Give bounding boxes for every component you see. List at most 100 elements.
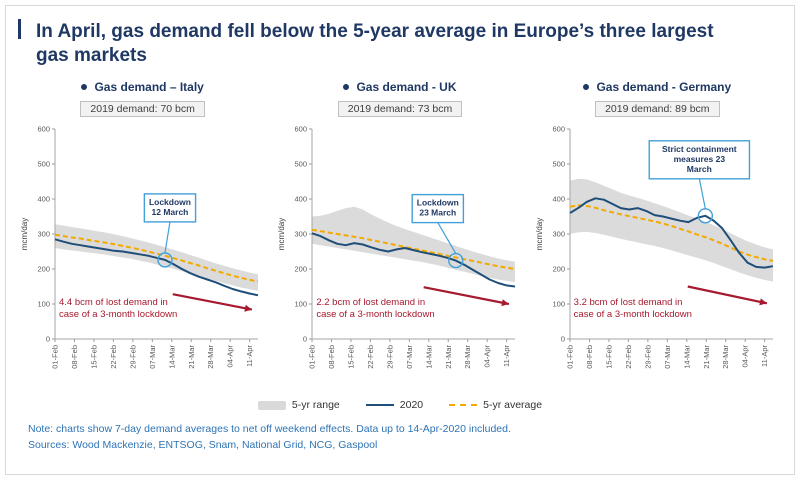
- legend-item-range: 5-yr range: [257, 399, 340, 412]
- x-tick-label: 08-Feb: [585, 345, 594, 369]
- x-tick-label: 11-Apr: [760, 345, 769, 367]
- loss-note-italy: 4.4 bcm of lost demand in case of a 3-mo…: [59, 297, 177, 322]
- y-tick-label: 0: [303, 335, 307, 344]
- avg-5yr-line: [54, 233, 259, 283]
- chart-header-italy: Gas demand – Italy: [14, 79, 271, 95]
- x-tick-label: 28-Mar: [464, 345, 473, 369]
- sources-line: Sources: Wood Mackenzie, ENTSOG, Snam, N…: [28, 439, 378, 452]
- range-swatch-icon: [257, 400, 286, 410]
- x-tick-label: 07-Mar: [148, 345, 157, 369]
- x-tick-label: 22-Feb: [624, 345, 633, 369]
- x-tick-label: 15-Feb: [90, 345, 99, 369]
- callout-text: Lockdown: [149, 197, 191, 207]
- callout-connector: [698, 178, 706, 210]
- y-tick-label: 600: [38, 125, 51, 134]
- y-tick-label: 100: [38, 300, 51, 309]
- note-line: Note: charts show 7-day demand averages …: [28, 423, 511, 436]
- y-tick-label: 600: [552, 125, 565, 134]
- x-tick-label: 01-Feb: [565, 345, 574, 369]
- loss-arrow: [687, 285, 767, 305]
- loss-note-line: 2.2 bcm of lost demand in: [316, 297, 426, 309]
- legend-item-avg: 5-yr average: [449, 399, 542, 411]
- loss-arrow-head: [501, 299, 510, 307]
- y-tick-label: 300: [295, 230, 308, 239]
- avg-swatch-icon: [449, 404, 478, 407]
- x-tick-label: 14-Mar: [682, 345, 691, 369]
- callout-text: 12 March: [152, 207, 189, 217]
- x-tick-label: 21-Mar: [187, 345, 196, 369]
- x-tick-label: 11-Apr: [245, 345, 254, 367]
- loss-arrow: [172, 293, 253, 311]
- y-tick-label: 0: [46, 335, 50, 344]
- x-tick-label: 11-Apr: [503, 345, 512, 367]
- y-tick-label: 100: [552, 300, 565, 309]
- line-2020-swatch-icon: [365, 404, 394, 407]
- legend-2020-label: 2020: [399, 399, 424, 412]
- y-tick-label: 200: [552, 265, 565, 274]
- callout-connector: [164, 221, 171, 254]
- range-band: [569, 178, 773, 282]
- line-2020: [54, 238, 259, 297]
- x-tick-label: 29-Feb: [643, 345, 652, 369]
- event-circle: [448, 252, 464, 269]
- demand-2019-box-uk: 2019 demand: 73 bcm: [337, 101, 463, 118]
- legend: 5-yr range 2020 5-yr average: [6, 399, 794, 411]
- callout-connector: [437, 222, 457, 254]
- y-axis-title: mcm/day: [277, 218, 286, 250]
- loss-note-line: case of a 3-month lockdown: [316, 309, 435, 321]
- chart-title-germany: Gas demand - Germany: [596, 80, 732, 95]
- y-tick-label: 200: [295, 265, 308, 274]
- y-tick-label: 200: [38, 265, 51, 274]
- legend-item-2020: 2020: [365, 399, 424, 412]
- callout-text: March: [687, 164, 712, 174]
- accent-bar: [18, 19, 21, 39]
- x-tick-label: 07-Mar: [405, 345, 414, 369]
- y-axis-title: mcm/day: [20, 218, 29, 250]
- chart-header-germany: Gas demand - Germany: [529, 79, 786, 95]
- event-circle: [697, 208, 713, 224]
- callout-text: Strict containment: [662, 144, 737, 154]
- y-tick-label: 500: [38, 160, 51, 169]
- y-tick-label: 600: [295, 125, 308, 134]
- y-tick-label: 400: [552, 195, 565, 204]
- y-tick-label: 500: [295, 160, 308, 169]
- demand-row: 2019 demand: 70 bcm: [14, 99, 271, 118]
- loss-arrow: [423, 286, 510, 306]
- slide-card: In April, gas demand fell below the 5-ye…: [5, 5, 795, 475]
- loss-arrow-head: [244, 304, 253, 312]
- x-tick-label: 28-Mar: [721, 345, 730, 369]
- legend-avg-label: 5-yr average: [483, 399, 543, 412]
- y-tick-label: 500: [552, 160, 565, 169]
- x-tick-label: 08-Feb: [327, 345, 336, 369]
- chart-svg-italy: 0 100 200 300 400 500 600 01-Feb 08-Feb 15-Feb 22-…: [20, 125, 259, 369]
- chart-header-uk: Gas demand - UK: [271, 79, 528, 95]
- x-tick-label: 29-Feb: [386, 345, 395, 369]
- callout-box: [411, 193, 465, 224]
- loss-note-uk: 2.2 bcm of lost demand in case of a 3-mo…: [316, 297, 434, 322]
- range-band: [312, 206, 516, 283]
- x-tick-label: 14-Mar: [425, 345, 434, 369]
- event-circle: [157, 252, 173, 268]
- loss-note-line: case of a 3-month lockdown: [59, 309, 178, 321]
- x-tick-label: 14-Mar: [167, 345, 176, 369]
- legend-range-label: 5-yr range: [291, 399, 340, 412]
- chart-title-italy: Gas demand – Italy: [94, 80, 204, 95]
- y-tick-label: 100: [295, 300, 308, 309]
- y-tick-label: 0: [561, 335, 565, 344]
- x-tick-label: 01-Feb: [308, 345, 317, 369]
- x-tick-label: 21-Mar: [702, 345, 711, 369]
- chart-panel-germany: Gas demand - Germany 2019 demand: 89 bcm…: [529, 79, 786, 397]
- chart-svg-germany: 0 100 200 300 400 500 600 01-Feb 08-Feb 15-Feb 22-…: [535, 125, 774, 369]
- x-tick-label: 29-Feb: [129, 345, 138, 369]
- x-tick-label: 21-Mar: [444, 345, 453, 369]
- y-tick-label: 300: [552, 230, 565, 239]
- x-tick-label: 22-Feb: [109, 345, 118, 369]
- chart-panel-italy: Gas demand – Italy 2019 demand: 70 bcm 0…: [14, 79, 271, 397]
- y-tick-label: 400: [38, 195, 51, 204]
- y-tick-label: 400: [295, 195, 308, 204]
- y-axis-title: mcm/day: [535, 218, 544, 250]
- x-tick-label: 04-Apr: [741, 345, 750, 368]
- x-tick-label: 07-Mar: [663, 345, 672, 369]
- chart-title-uk: Gas demand - UK: [356, 80, 457, 95]
- x-tick-label: 08-Feb: [70, 345, 79, 369]
